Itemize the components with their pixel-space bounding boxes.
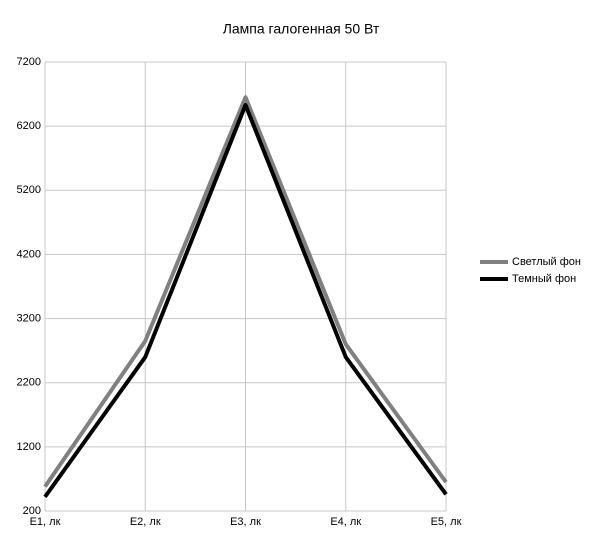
- chart-title: Лампа галогенная 50 Вт: [223, 21, 380, 37]
- legend-label: Темный фон: [512, 273, 576, 285]
- y-tick-label: 7200: [17, 56, 41, 68]
- x-tick-label: E4, лк: [330, 516, 361, 528]
- line-series: [43, 102, 448, 499]
- y-tick-label: 6200: [17, 120, 41, 132]
- x-tick-label: E2, лк: [130, 516, 161, 528]
- x-tick-label: E5, лк: [431, 516, 462, 528]
- y-tick-label: 3200: [17, 312, 41, 324]
- y-tick-label: 2200: [17, 377, 41, 389]
- y-tick-label: 200: [23, 505, 41, 517]
- y-tick-label: 5200: [17, 184, 41, 196]
- y-tick-label: 1200: [17, 441, 41, 453]
- legend-label: Светлый фон: [512, 256, 581, 268]
- line-series: [43, 95, 448, 488]
- y-tick-label: 4200: [17, 248, 41, 260]
- x-tick-label: E1, лк: [30, 516, 61, 528]
- x-tick-label: E3, лк: [230, 516, 261, 528]
